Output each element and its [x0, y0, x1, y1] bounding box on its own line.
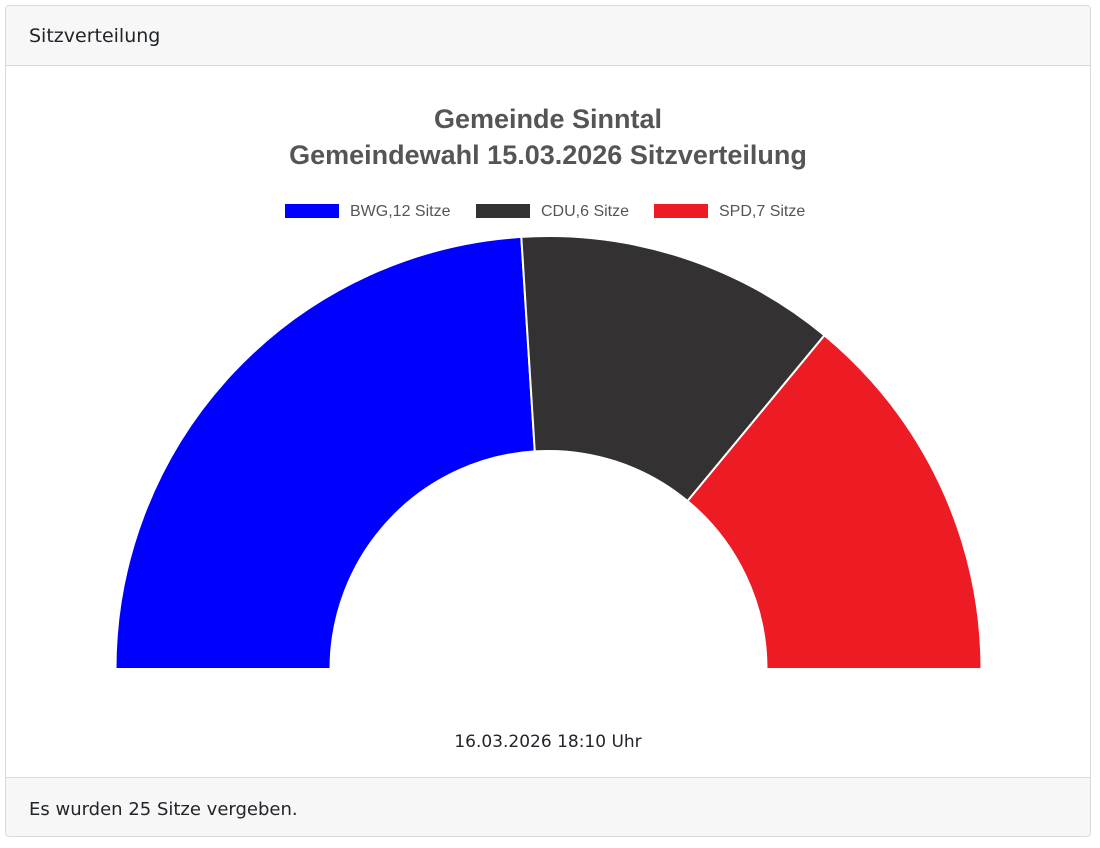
legend-item-cdu[interactable]: CDU,6 Sitze	[476, 203, 629, 220]
legend-label-cdu: CDU,6 Sitze	[541, 203, 629, 220]
legend-label-spd: SPD,7 Sitze	[719, 203, 805, 220]
seat-distribution-card: Sitzverteilung Es wurden 25 Sitze vergeb…	[5, 5, 1091, 837]
card-footer: Es wurden 25 Sitze vergeben.	[6, 777, 1090, 836]
chart-timestamp: 16.03.2026 18:10 Uhr	[454, 732, 641, 752]
segment-bwg[interactable]	[114, 235, 536, 670]
segment-spd[interactable]	[686, 334, 983, 670]
legend-swatch-cdu	[476, 204, 530, 218]
legend-label-bwg: BWG,12 Sitze	[350, 203, 451, 220]
legend-swatch-bwg	[285, 204, 339, 218]
chart-legend: BWG,12 Sitze CDU,6 Sitze SPD,7 Sitze	[285, 203, 805, 220]
chart-title-line2: Gemeindewahl 15.03.2026 Sitzverteilung	[289, 140, 807, 170]
card-header-title: Sitzverteilung	[29, 25, 161, 47]
segment-cdu[interactable]	[520, 235, 826, 502]
chart-title-line1: Gemeinde Sinntal	[434, 104, 662, 134]
card-header: Sitzverteilung	[6, 6, 1090, 66]
legend-item-bwg[interactable]: BWG,12 Sitze	[285, 203, 451, 220]
seats-summary: Es wurden 25 Sitze vergeben.	[29, 799, 298, 820]
legend-swatch-spd	[654, 204, 708, 218]
legend-item-spd[interactable]: SPD,7 Sitze	[654, 203, 805, 220]
